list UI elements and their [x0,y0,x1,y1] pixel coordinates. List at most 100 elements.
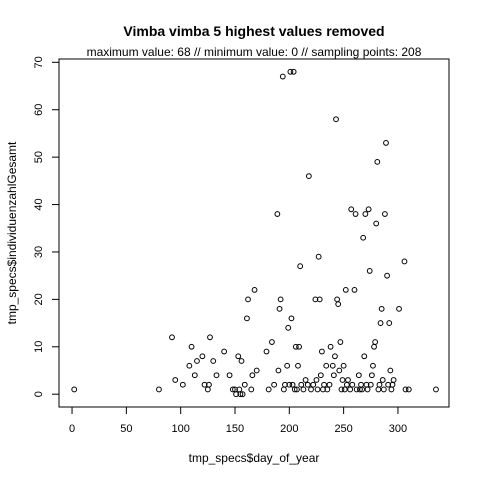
data-point [271,381,277,388]
data-point [405,386,412,393]
x-tick-label: 100 [171,423,189,435]
data-point [279,73,286,80]
chart-title: Vimba vimba 5 highest values removed [123,23,384,39]
data-point [194,358,200,364]
data-point [368,372,375,379]
data-point [336,367,343,374]
data-point [292,343,299,350]
data-point [340,362,347,369]
data-point [355,372,362,379]
data-point [313,377,320,383]
data-point [305,173,312,180]
chart-subtitle: maximum value: 68 // minimum value: 0 //… [87,45,422,59]
data-point [377,320,384,326]
data-point [253,367,260,374]
data-point [314,386,321,393]
data-point [276,305,283,312]
data-point [366,268,373,274]
y-tick-label: 30 [33,246,45,258]
data-point [244,315,250,322]
data-point [324,386,331,393]
data-point [245,296,251,303]
data-point [291,386,298,393]
data-point [269,339,275,345]
data-point [237,391,244,398]
data-point [302,377,309,383]
data-point [288,315,295,322]
data-point [352,211,359,217]
data-point [179,381,186,388]
data-point [327,343,334,350]
data-point [367,381,374,388]
data-point [199,353,206,360]
data-point [206,381,212,388]
data-point [402,386,409,393]
data-point [251,286,258,293]
data-point [188,343,195,350]
data-point [379,377,386,383]
data-point [337,339,344,345]
data-point [229,386,236,393]
y-tick-label: 70 [33,56,45,68]
data-point [315,253,322,260]
data-point [330,372,337,379]
data-point [433,386,439,393]
data-point [286,381,293,388]
data-point [284,362,291,369]
data-point [277,296,284,303]
data-point [169,334,175,341]
data-point [308,386,314,393]
data-point [361,353,368,360]
x-tick-label: 50 [120,423,132,435]
data-point [349,381,356,388]
data-point [294,386,300,393]
data-point [365,206,372,213]
data-point [383,140,389,146]
y-axis-label: tmp_specs$individuenzahlGesamt [5,141,19,324]
data-point [263,348,270,355]
data-point [297,263,304,270]
data-point [362,211,369,217]
data-point [373,220,380,227]
data-point [241,381,248,388]
data-point [326,381,333,388]
data-point [316,296,323,303]
data-point [386,320,393,326]
x-tick-label: 150 [226,423,244,435]
y-tick-label: 40 [33,198,45,210]
y-tick-label: 60 [33,104,45,116]
data-point [248,386,255,393]
data-point [300,386,307,393]
data-point [339,377,346,383]
data-point [71,386,78,393]
x-tick-label: 300 [389,423,407,435]
data-point [370,362,376,369]
data-point [207,334,213,341]
data-point [342,286,349,293]
data-point [374,158,381,165]
y-axis: 0 10 20 30 40 50 60 70 [33,56,60,397]
data-point [390,377,397,383]
data-point [191,372,198,379]
data-point [401,258,408,265]
data-point [317,372,324,379]
data-point [235,353,242,360]
data-point [287,68,294,75]
data-point [290,68,297,75]
data-point [304,381,311,388]
data-point [372,339,379,345]
data-point [172,377,179,383]
y-tick-label: 50 [33,151,45,163]
data-point [210,358,217,364]
data-point [318,348,325,355]
data-point [396,305,402,312]
data-point [295,362,301,369]
data-point [329,362,336,369]
x-tick-label: 0 [69,423,75,435]
data-point [348,206,355,213]
data-point [265,386,272,393]
data-point [221,348,228,355]
data-point [332,353,338,360]
data-point [285,324,292,331]
